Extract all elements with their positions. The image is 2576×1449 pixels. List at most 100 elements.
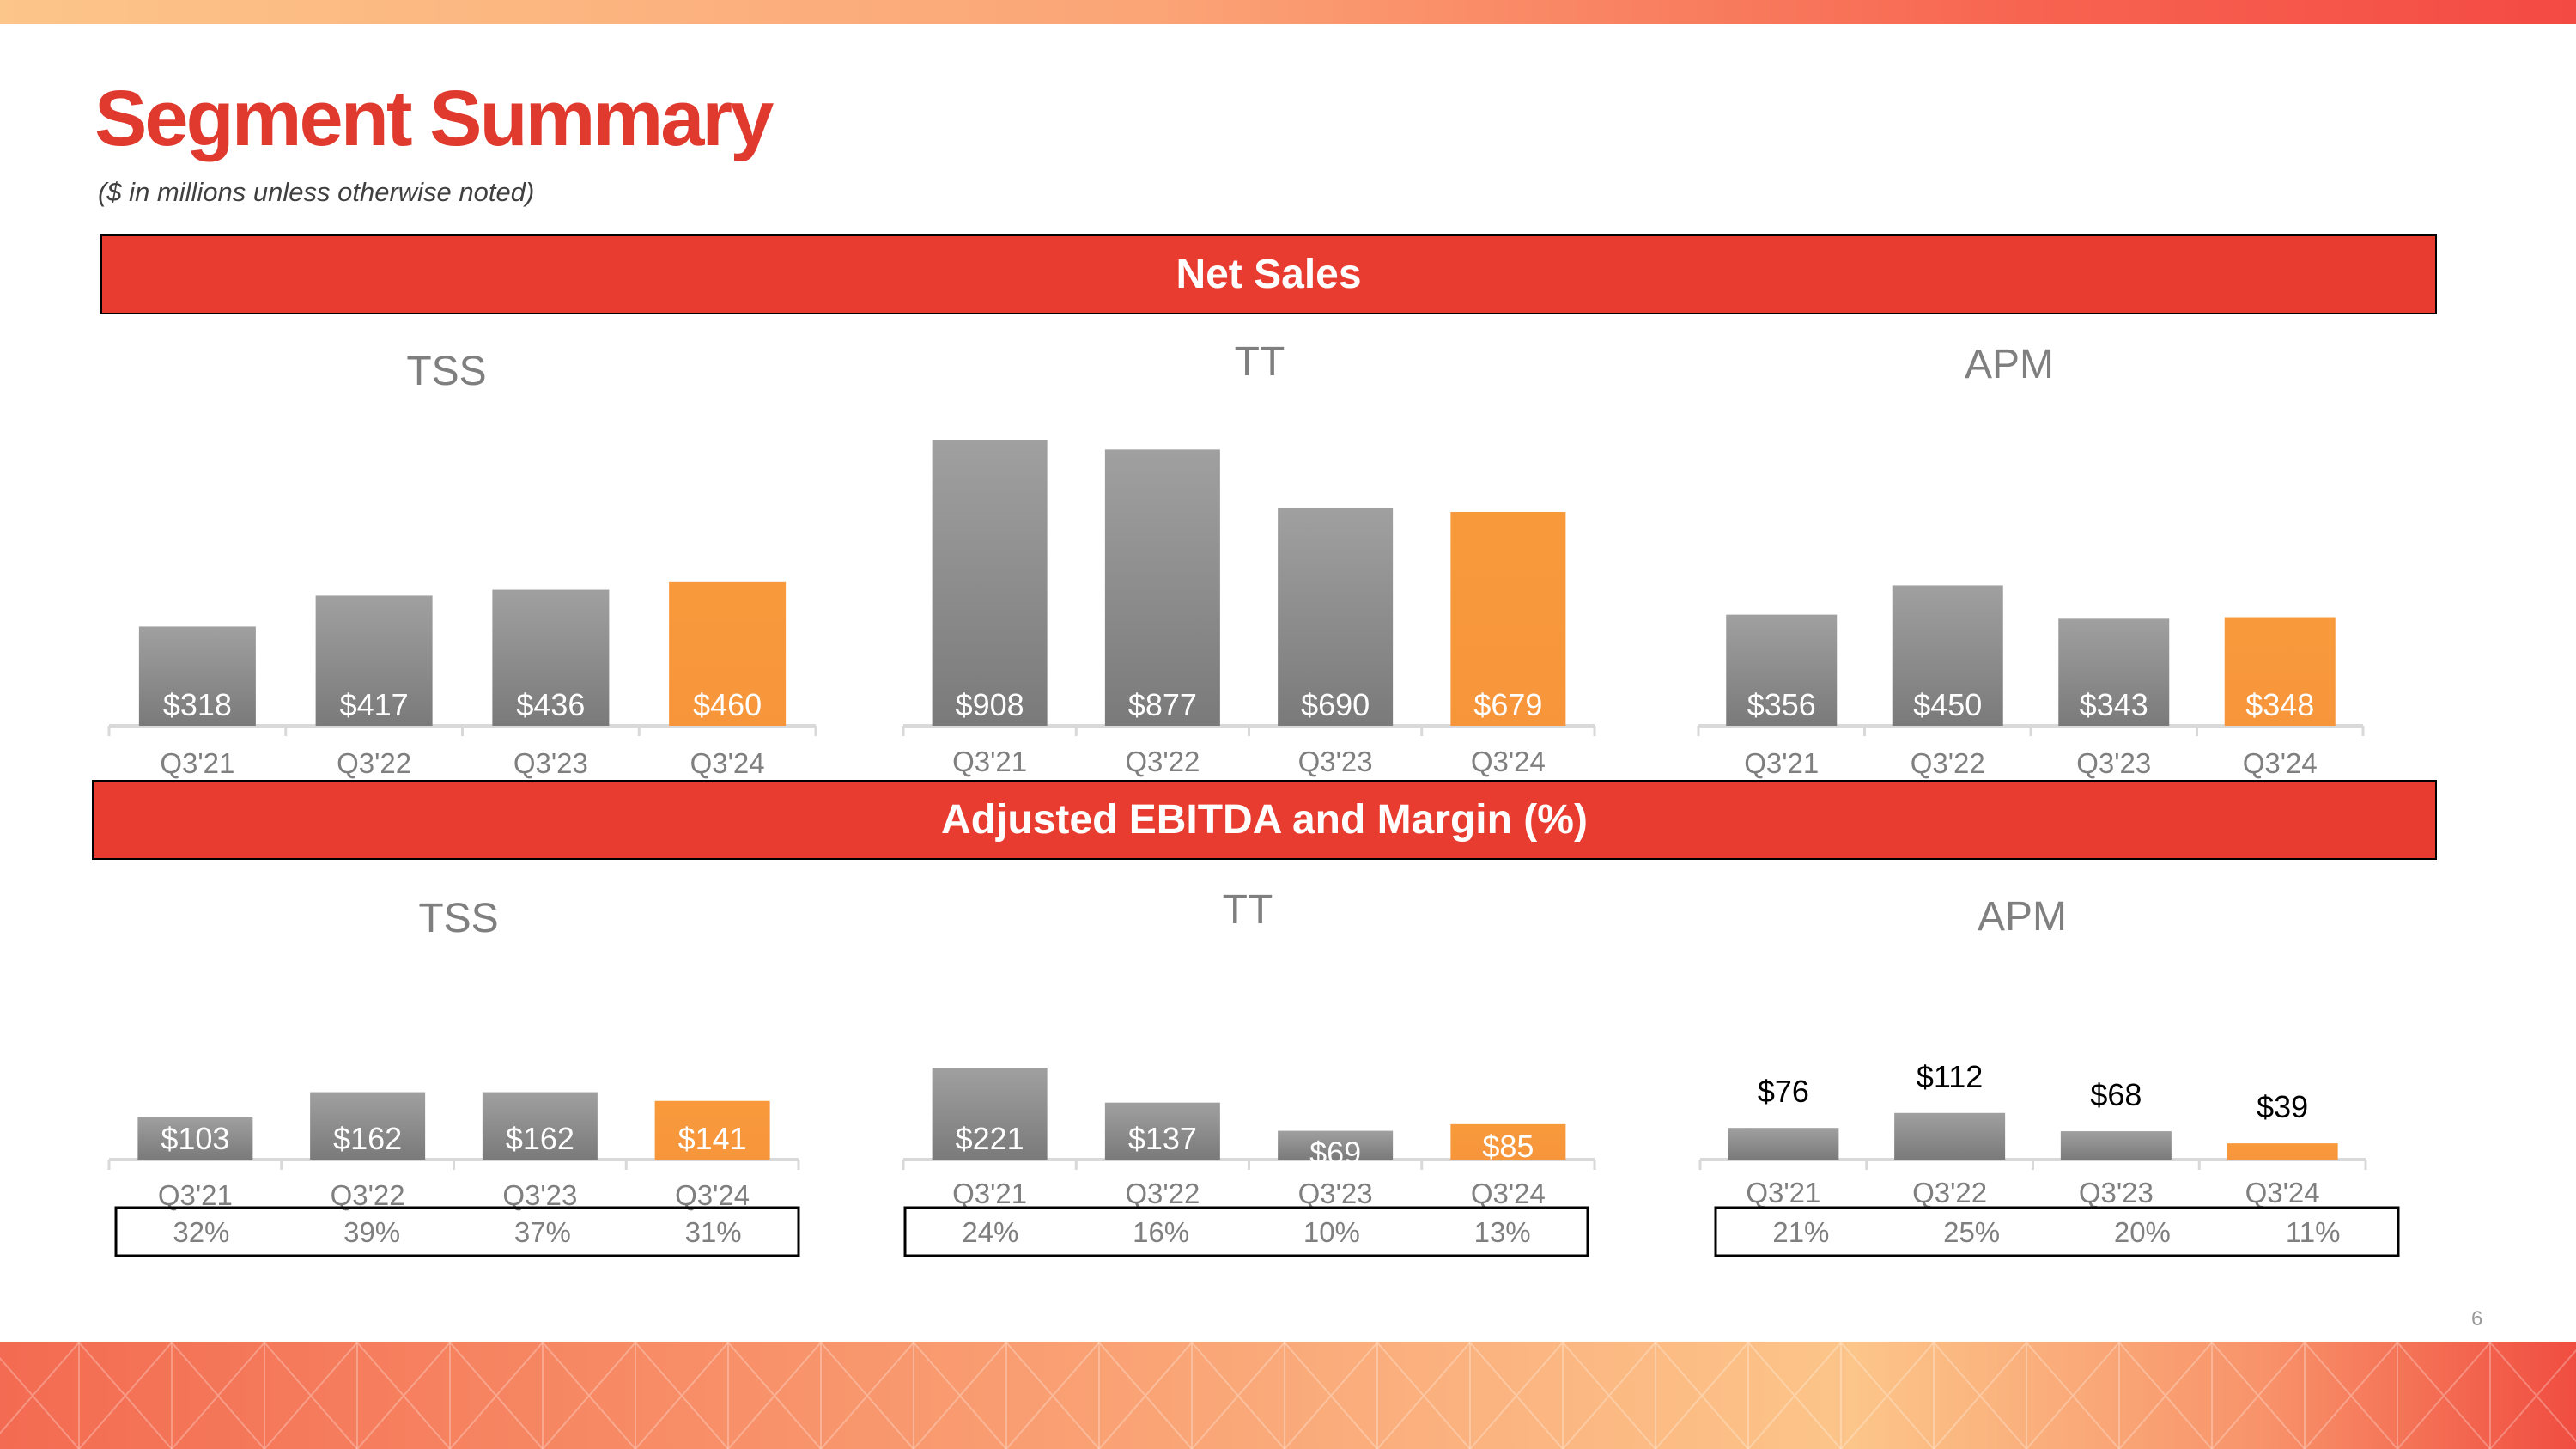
chart4-margin-label: 39% xyxy=(343,1216,400,1248)
chart3-category-label: Q3'24 xyxy=(2243,747,2318,779)
chart6-category-label: Q3'21 xyxy=(1746,1177,1820,1209)
footer-pattern-line xyxy=(635,1342,729,1449)
chart5-category-label: Q3'22 xyxy=(1125,1178,1200,1209)
chart4-value-label: $103 xyxy=(161,1121,229,1156)
chart3-value-label: $343 xyxy=(2080,687,2148,722)
chart6-bar xyxy=(2227,1143,2338,1160)
chart4-value-label: $162 xyxy=(506,1121,574,1156)
footer-pattern-line xyxy=(1933,1342,2027,1449)
chart5-margin-label: 16% xyxy=(1133,1216,1189,1248)
footer-pattern-line xyxy=(264,1342,358,1449)
chart4-margin-label: 37% xyxy=(514,1216,571,1248)
chart4-bar xyxy=(482,1092,598,1160)
chart3-value-label: $450 xyxy=(1913,687,1982,722)
chart2-bar xyxy=(1104,449,1220,726)
footer-pattern-line xyxy=(356,1342,451,1449)
chart6-value-label: $112 xyxy=(1917,1059,1983,1094)
chart5-bar xyxy=(1278,1130,1394,1160)
footer-pattern-line xyxy=(2304,1342,2398,1449)
chart3-bar xyxy=(1892,585,2003,726)
chart6-margin-label: 21% xyxy=(1772,1216,1829,1248)
footer-pattern-line xyxy=(913,1342,1007,1449)
footer-pattern-line xyxy=(1284,1342,1378,1449)
chart5-category-label: Q3'23 xyxy=(1298,1178,1373,1209)
chart4-category-label: Q3'24 xyxy=(675,1179,750,1211)
chart3-category-label: Q3'23 xyxy=(2076,747,2151,779)
ebitda-banner-label: Adjusted EBITDA and Margin (%) xyxy=(941,797,1588,843)
footer-pattern-line xyxy=(1191,1342,1285,1449)
footer-pattern-line xyxy=(1376,1342,1471,1449)
footer-pattern-line xyxy=(1005,1342,1100,1449)
chart6-category-label: Q3'22 xyxy=(1912,1177,1987,1209)
footer-pattern-line xyxy=(2118,1342,2213,1449)
chart3-value-label: $356 xyxy=(1747,687,1816,722)
chart3-category-label: Q3'21 xyxy=(1744,747,1819,779)
chart2-bar xyxy=(932,440,1048,726)
chart3-bar xyxy=(2058,618,2170,726)
chart2-bar xyxy=(1450,511,1566,726)
footer-pattern-line xyxy=(2026,1342,2120,1449)
net-sales-banner-label: Net Sales xyxy=(1176,252,1362,297)
chart6-margin-label: 20% xyxy=(2114,1216,2171,1248)
chart4-margin-label: 31% xyxy=(685,1216,742,1248)
chart2-category-label: Q3'23 xyxy=(1298,746,1373,777)
chart1-value-label: $417 xyxy=(340,687,409,722)
footer-pattern-line xyxy=(0,1342,80,1449)
chart4-category-label: Q3'21 xyxy=(158,1179,233,1211)
chart2-category-label: Q3'24 xyxy=(1471,746,1546,777)
footer-pattern-line xyxy=(2211,1342,2306,1449)
chart5-bar xyxy=(1450,1123,1566,1160)
chart4-title: TSS xyxy=(418,896,498,941)
chart5-margin-label: 24% xyxy=(962,1216,1018,1248)
ebitda-banner: Adjusted EBITDA and Margin (%) xyxy=(92,780,2437,860)
chart2-value-label: $908 xyxy=(956,687,1024,722)
chart5-value-label: $69 xyxy=(1309,1135,1361,1171)
chart1-bar xyxy=(492,589,610,726)
chart4-category-label: Q3'23 xyxy=(502,1179,577,1211)
chart2-category-label: Q3'21 xyxy=(952,746,1027,777)
footer-pattern-line xyxy=(727,1342,822,1449)
chart4-bar xyxy=(137,1117,253,1160)
chart5-value-label: $85 xyxy=(1482,1129,1534,1164)
chart2-value-label: $877 xyxy=(1128,687,1197,722)
chart6-bar xyxy=(1728,1128,1839,1160)
footer-pattern-line xyxy=(1562,1342,1656,1449)
footer-pattern-line xyxy=(449,1342,544,1449)
chart3-title: APM xyxy=(1965,342,2054,387)
chart3-category-label: Q3'22 xyxy=(1911,747,1985,779)
chart6-margin-label: 11% xyxy=(2286,1216,2341,1248)
chart4-value-label: $162 xyxy=(333,1121,402,1156)
chart6-title: APM xyxy=(1978,894,2067,940)
chart6-bar xyxy=(1894,1112,2006,1160)
footer-pattern-line xyxy=(1840,1342,1935,1449)
chart2-value-label: $679 xyxy=(1473,687,1542,722)
chart1-title: TSS xyxy=(406,349,486,394)
chart1-value-label: $436 xyxy=(516,687,585,722)
footer-decorative-band xyxy=(0,1342,2576,1449)
chart5-category-label: Q3'24 xyxy=(1471,1178,1546,1209)
page-title: Segment Summary xyxy=(94,75,774,162)
chart6-value-label: $68 xyxy=(2090,1077,2142,1112)
net-sales-banner: Net Sales xyxy=(100,234,2437,314)
chart6-category-label: Q3'24 xyxy=(2245,1177,2320,1209)
footer-pattern-line xyxy=(1098,1342,1193,1449)
footer-pattern-line xyxy=(820,1342,914,1449)
footer-pattern-line xyxy=(542,1342,636,1449)
chart6-value-label: $76 xyxy=(1758,1074,1809,1109)
chart4-bar xyxy=(310,1092,426,1160)
chart1-category-label: Q3'22 xyxy=(337,747,411,779)
chart2-category-label: Q3'22 xyxy=(1125,746,1200,777)
footer-pattern-line xyxy=(1655,1342,1749,1449)
chart5-bar xyxy=(932,1068,1048,1160)
footer-pattern-line xyxy=(78,1342,173,1449)
chart3-bar xyxy=(2224,617,2336,726)
page-number: 6 xyxy=(2471,1307,2483,1330)
chart1-value-label: $318 xyxy=(163,687,232,722)
chart2-value-label: $690 xyxy=(1301,687,1370,722)
page-subtitle: ($ in millions unless otherwise noted) xyxy=(98,177,535,207)
chart3-value-label: $348 xyxy=(2245,687,2314,722)
chart4-category-label: Q3'22 xyxy=(331,1179,405,1211)
top-accent-bar xyxy=(0,0,2576,24)
footer-pattern-line xyxy=(2397,1342,2491,1449)
